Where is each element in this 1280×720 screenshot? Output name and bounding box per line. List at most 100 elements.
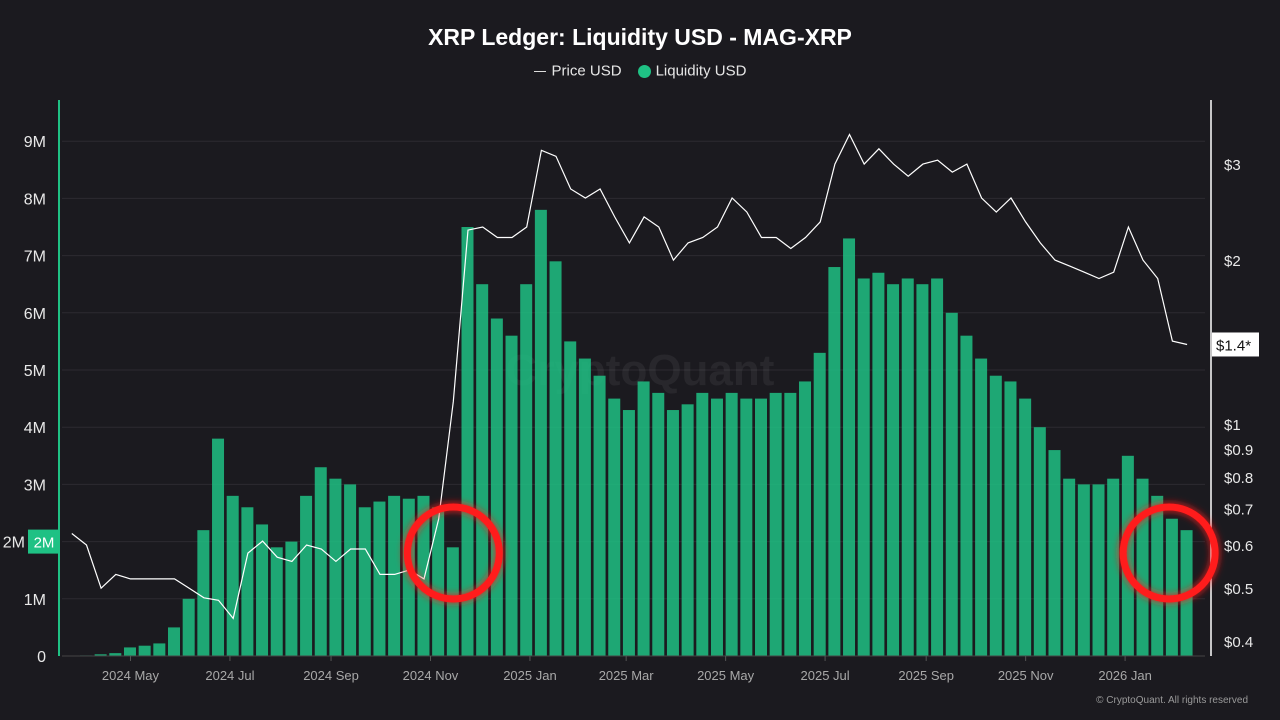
y-right-tick-label: $1: [1224, 417, 1241, 434]
x-tick-label: 2024 Jul: [205, 668, 254, 683]
liquidity-bar: [417, 495, 430, 656]
y-left-tick-label: 6M: [24, 306, 46, 323]
liquidity-bar: [300, 495, 313, 656]
liquidity-bar: [681, 404, 694, 656]
legend-price[interactable]: Price USD: [551, 62, 622, 80]
liquidity-bar: [168, 627, 181, 656]
liquidity-bar: [887, 284, 900, 656]
liquidity-bar: [197, 530, 210, 656]
chart-title: XRP Ledger: Liquidity USD - MAG-XRP: [428, 24, 852, 50]
y-left-tick-label: 7M: [24, 249, 46, 266]
liquidity-bar: [1019, 398, 1032, 656]
y-left-tick-label: 4M: [24, 420, 46, 437]
liquidity-bar: [109, 653, 122, 656]
liquidity-bar: [622, 410, 635, 656]
liquidity-bar: [476, 284, 489, 656]
liquidity-legend-swatch: [637, 64, 651, 78]
liquidity-bar: [754, 398, 767, 656]
liquidity-bar: [138, 645, 151, 656]
liquidity-bar: [960, 335, 973, 656]
liquidity-bar: [549, 261, 562, 656]
legend-liquidity[interactable]: Liquidity USD: [655, 62, 747, 80]
liquidity-bar: [696, 392, 709, 656]
liquidity-bar: [1048, 450, 1061, 656]
liquidity-bar: [270, 547, 283, 656]
x-tick-label: 2026 Jan: [1098, 668, 1152, 683]
y-left-highlight-label: 2M: [34, 535, 55, 552]
y-left-tick-label: 5M: [24, 363, 46, 380]
liquidity-bar: [94, 654, 107, 656]
liquidity-bar: [564, 341, 577, 656]
liquidity-bar: [975, 358, 988, 656]
y-right-tick-label: $0.9: [1224, 442, 1253, 459]
liquidity-bar: [123, 647, 136, 656]
liquidity-bar: [1033, 427, 1046, 656]
y-left-highlight-box: [28, 529, 59, 554]
annotation-circle: [403, 503, 503, 603]
liquidity-bar: [637, 381, 650, 656]
y-right-tick-label: $0.4: [1224, 634, 1253, 651]
y-right-tick-label: $0.6: [1224, 538, 1253, 555]
liquidity-bar: [872, 272, 885, 656]
liquidity-bar: [1165, 518, 1178, 656]
liquidity-bar: [1063, 478, 1076, 656]
liquidity-bar: [461, 227, 474, 656]
liquidity-bar: [329, 478, 342, 656]
liquidity-bar: [666, 410, 679, 656]
liquidity-bar: [916, 284, 929, 656]
liquidity-bar: [769, 392, 782, 656]
liquidity-bar: [358, 507, 371, 656]
liquidity-bar: [857, 278, 870, 656]
liquidity-bar: [901, 278, 914, 656]
price-legend-swatch: [533, 70, 546, 72]
liquidity-bar: [1077, 484, 1090, 656]
liquidity-bar: [241, 507, 254, 656]
liquidity-bar: [813, 352, 826, 656]
liquidity-bar: [843, 238, 856, 656]
y-right-tick-label: $0.8: [1224, 470, 1253, 487]
y-right-tick-label: $2: [1224, 253, 1241, 270]
liquidity-bar: [1107, 478, 1120, 656]
y-left-tick-label: 8M: [24, 191, 46, 208]
y-left-tick-label: 2M: [3, 535, 25, 552]
liquidity-bar: [725, 392, 738, 656]
liquidity-bar: [945, 312, 958, 656]
liquidity-bar: [534, 209, 547, 656]
y-right-tick-label: $3: [1224, 157, 1241, 174]
liquidity-bar: [182, 598, 195, 656]
liquidity-bar: [256, 524, 269, 656]
liquidity-bar: [505, 335, 518, 656]
y-left-tick-label: 1M: [24, 592, 46, 609]
liquidity-bar: [388, 495, 401, 656]
y-right-tick-label: $0.7: [1224, 502, 1253, 519]
x-tick-label: 2025 May: [697, 668, 755, 683]
liquidity-bar: [1136, 478, 1149, 656]
liquidity-bar: [212, 438, 225, 656]
x-tick-label: 2024 Nov: [403, 668, 459, 683]
liquidity-bar: [799, 381, 812, 656]
liquidity-bar: [710, 398, 723, 656]
liquidity-bar: [1151, 495, 1164, 656]
liquidity-bar: [784, 392, 797, 656]
liquidity-bar: [740, 398, 753, 656]
liquidity-bar: [520, 284, 533, 656]
liquidity-bar: [828, 267, 841, 656]
y-left-tick-label: 9M: [24, 134, 46, 151]
liquidity-bar: [652, 392, 665, 656]
liquidity-bar: [578, 358, 591, 656]
liquidity-bar: [373, 501, 386, 656]
liquidity-bar: [608, 398, 621, 656]
liquidity-bar: [490, 318, 503, 656]
liquidity-bar: [1121, 455, 1134, 656]
liquidity-bar: [989, 375, 1002, 656]
liquidity-bar: [314, 467, 327, 656]
x-tick-label: 2025 Sep: [898, 668, 954, 683]
x-tick-label: 2025 Jan: [503, 668, 557, 683]
liquidity-bar: [1092, 484, 1105, 656]
liquidity-bar: [593, 375, 606, 656]
liquidity-bar: [344, 484, 357, 656]
liquidity-bar: [226, 495, 239, 656]
copyright: © CryptoQuant. All rights reserved: [1096, 695, 1248, 706]
legend: Price USD Liquidity USD: [0, 62, 1280, 80]
y-left-tick-label: 3M: [24, 477, 46, 494]
